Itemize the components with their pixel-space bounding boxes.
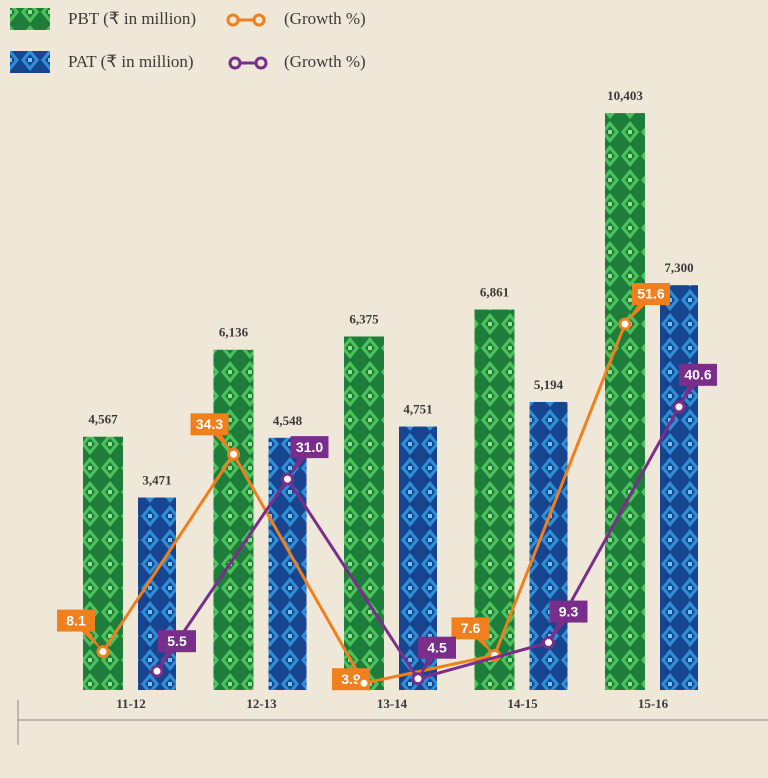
callout-box — [549, 600, 588, 623]
bar-value-label: 4,567 — [88, 412, 118, 427]
x-tick-label: 13-14 — [377, 696, 408, 711]
bar-value-label: 6,375 — [349, 311, 379, 326]
legend-swatch — [10, 8, 50, 30]
legend-marker — [252, 13, 266, 27]
legend-marker — [228, 56, 242, 70]
growth-label: 4.5 — [427, 639, 447, 655]
callout-box — [679, 363, 717, 386]
x-tick-label: 15-16 — [638, 696, 669, 711]
callout-box — [158, 630, 196, 653]
growth-label: 9.3 — [559, 603, 579, 619]
bar-value-label: 6,861 — [480, 285, 509, 300]
callout-box — [451, 617, 490, 640]
bar — [138, 497, 176, 690]
legend-label: PAT (₹ in million) — [68, 52, 194, 71]
growth-marker — [542, 636, 555, 650]
growth-label: 51.6 — [637, 286, 664, 302]
bar-value-label: 7,300 — [664, 260, 693, 275]
x-tick-label: 14-15 — [507, 696, 538, 711]
callout-box — [57, 609, 95, 632]
growth-marker — [281, 472, 294, 486]
x-tick-label: 12-13 — [246, 696, 277, 711]
growth-label: 8.1 — [66, 612, 86, 628]
bar-value-label: 6,136 — [219, 325, 249, 340]
bar-value-label: 5,194 — [534, 377, 564, 392]
callout-box — [632, 283, 670, 305]
growth-marker — [672, 400, 686, 414]
legend-label: PBT (₹ in million) — [68, 9, 196, 28]
legend-swatch — [10, 51, 50, 73]
bar-value-label: 10,403 — [607, 88, 643, 103]
bar-value-label: 3,471 — [142, 473, 171, 488]
bar-value-label: 4,548 — [273, 413, 303, 428]
growth-label: 40.6 — [684, 367, 711, 383]
legend-label: (Growth %) — [284, 52, 366, 71]
bar — [213, 349, 254, 690]
growth-label: 31.0 — [296, 439, 323, 455]
x-tick-label: 11-12 — [116, 696, 146, 711]
bar-value-label: 4,751 — [403, 402, 432, 417]
bar — [344, 336, 384, 690]
callout-box — [418, 636, 456, 659]
legend-label: (Growth %) — [284, 9, 366, 28]
growth-marker — [618, 317, 632, 331]
growth-marker — [411, 672, 425, 686]
legend-marker — [254, 56, 268, 70]
callout-box — [290, 436, 329, 459]
legend-marker — [226, 13, 240, 27]
growth-marker — [150, 664, 164, 678]
growth-marker — [227, 447, 240, 461]
growth-marker — [96, 645, 110, 659]
growth-label: 34.3 — [196, 416, 223, 432]
growth-label: 3.9 — [341, 671, 361, 687]
bar — [605, 113, 645, 690]
growth-label: 5.5 — [167, 633, 187, 649]
callout-box — [190, 413, 229, 436]
bar — [660, 285, 698, 690]
growth-marker — [357, 676, 371, 690]
growth-label: 7.6 — [461, 620, 481, 636]
